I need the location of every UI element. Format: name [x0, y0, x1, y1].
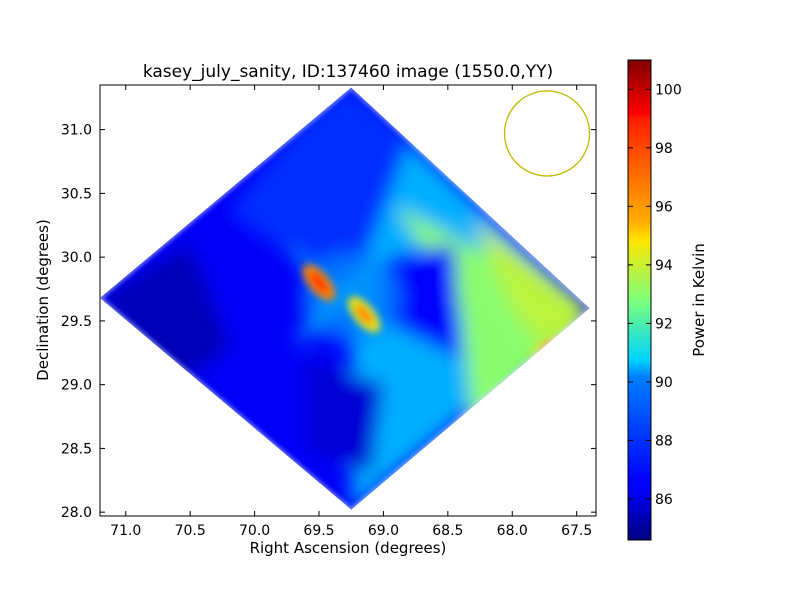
hot-feature-core	[355, 304, 374, 325]
plot-area: 71.0 70.5 70.0 69.5 69.0 68.5 68.0 67.5 28.028.…	[61, 84, 597, 539]
hot-feature-core	[309, 272, 329, 294]
y-tick-label: 28.5	[61, 441, 92, 457]
x-tick-label: 69.0	[368, 523, 399, 539]
heatmap	[100, 87, 590, 510]
y-tick-label: 29.0	[61, 378, 92, 394]
heatmap-image	[100, 87, 590, 510]
y-tick-label: 30.5	[61, 186, 92, 202]
y-axis-ticks: 28.0 28.5 29.0 29.5 30.0 30.5 31.0	[61, 123, 596, 521]
plot-frame	[99, 84, 597, 517]
chart-title: kasey_july_sanity, ID:137460 image (1550…	[143, 62, 553, 82]
x-axis-ticks: 71.0 70.5 70.0 69.5 69.0 68.5 68.0 67.5	[110, 85, 592, 539]
south-cool-pocket	[306, 359, 384, 474]
y-tick-label: 28.0	[61, 505, 92, 521]
colorbar-tick-label: 94	[655, 258, 673, 274]
colorbar-frame	[627, 59, 652, 541]
east-cool-pocket	[383, 244, 461, 360]
x-tick-label: 69.5	[303, 523, 334, 539]
beam-circle	[503, 90, 591, 177]
colorbar: 86 88 90 92 94 96 98 100	[627, 59, 682, 541]
y-axis-label: Declination (degrees)	[34, 219, 52, 381]
west-cool-pocket	[100, 244, 229, 385]
colorbar-ticks: 86 88 90 92 94 96 98 100	[628, 82, 682, 508]
y-tick-label: 29.5	[61, 314, 92, 330]
colorbar-tick-label: 86	[655, 492, 673, 508]
x-axis-label: Right Ascension (degrees)	[250, 539, 447, 557]
colorbar-tick-label: 96	[655, 199, 673, 215]
colorbar-tick-label: 90	[655, 375, 673, 391]
colorbar-tick-label: 92	[655, 316, 673, 332]
y-tick-label: 31.0	[61, 123, 92, 139]
x-tick-label: 68.5	[432, 523, 463, 539]
colorbar-gradient	[628, 60, 651, 540]
x-tick-label: 71.0	[110, 523, 141, 539]
x-tick-label: 67.5	[561, 523, 592, 539]
x-tick-label: 70.5	[175, 523, 206, 539]
north-region	[228, 87, 410, 298]
colorbar-tick-label: 100	[655, 82, 682, 98]
colorbar-tick-label: 98	[655, 141, 673, 157]
colorbar-label: Power in Kelvin	[690, 243, 708, 357]
y-tick-label: 30.0	[61, 250, 92, 266]
colorbar-tick-label: 88	[655, 433, 673, 449]
x-tick-label: 68.0	[497, 523, 528, 539]
x-tick-label: 70.0	[239, 523, 270, 539]
